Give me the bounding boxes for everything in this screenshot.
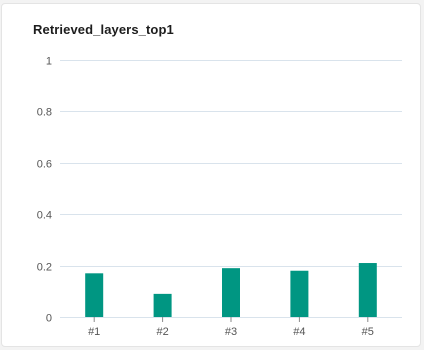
bar[interactable] — [85, 273, 104, 317]
bar[interactable] — [153, 293, 172, 317]
bars — [85, 263, 377, 317]
x-tick-label: #4 — [293, 326, 305, 338]
x-tick-label: #3 — [225, 326, 237, 338]
y-tick-label: 0.2 — [37, 262, 52, 274]
bar[interactable] — [222, 268, 240, 317]
y-tick-label: 0.6 — [37, 159, 52, 171]
bar[interactable] — [290, 270, 309, 317]
x-tick-label: #2 — [156, 326, 168, 338]
y-tick-label: 0.8 — [37, 107, 52, 119]
y-axis-ticks: 0 0.2 0.4 0.6 0.8 1 — [37, 56, 52, 325]
y-tick-label: 0 — [46, 313, 52, 325]
y-tick-label: 0.4 — [37, 210, 52, 222]
y-tick-label: 1 — [46, 56, 52, 68]
x-tick-label: #1 — [88, 326, 100, 338]
bar[interactable] — [358, 263, 377, 317]
x-tick-label: #5 — [362, 326, 374, 338]
chart-title: Retrieved_layers_top1 — [33, 22, 174, 37]
x-axis-ticks: #1 #2 #3 #4 #5 — [88, 317, 374, 338]
